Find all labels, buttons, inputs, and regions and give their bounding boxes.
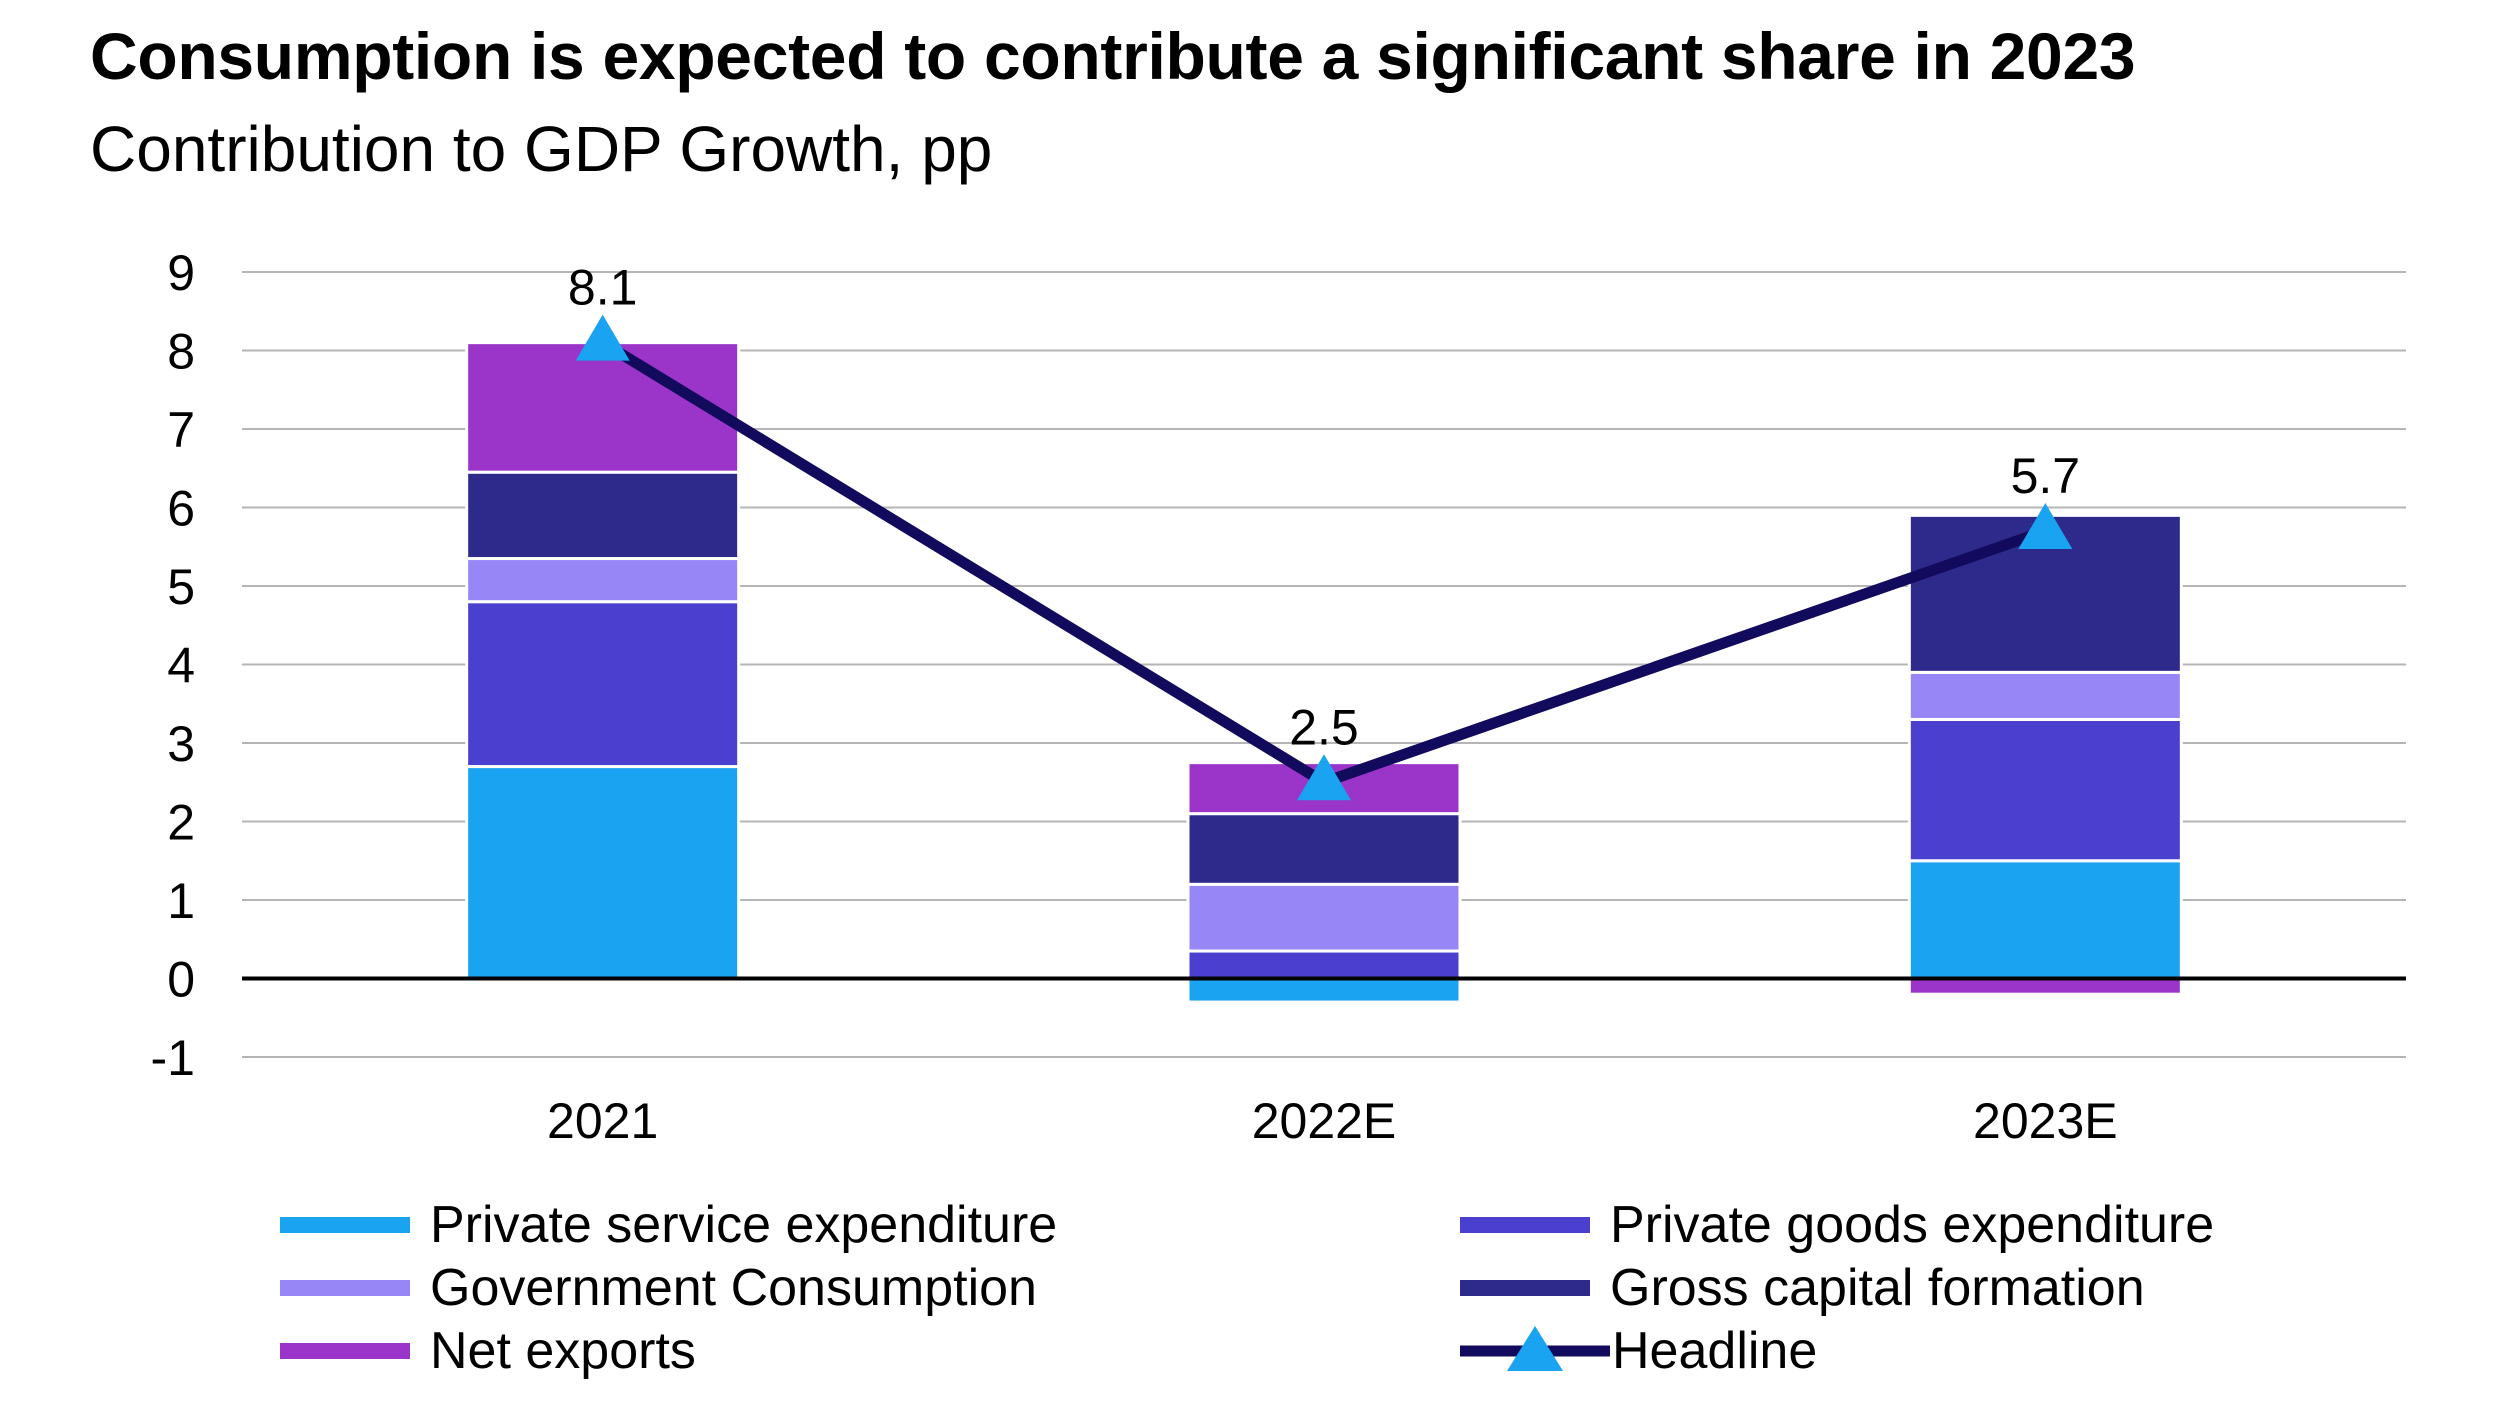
y-tick-label: 1 (167, 873, 195, 929)
legend-swatch-net-exports (280, 1343, 410, 1359)
y-tick-label: 4 (167, 638, 195, 694)
y-tick-label: 0 (167, 952, 195, 1008)
bar-segment (465, 600, 741, 769)
stacked-bar-chart: 9 8 7 6 5 4 3 2 1 0 -1 2021 2022E 2023E 8.1 2.5 5.7 (151, 245, 2406, 1149)
legend-label-net-exports: Net exports (430, 1322, 696, 1380)
bar-segment (1186, 882, 1462, 953)
x-tick-label: 2023E (1973, 1093, 2118, 1149)
bar-segment (1907, 670, 2183, 721)
legend-label-private-service: Private service expenditure (430, 1196, 1058, 1254)
bar-segment (1186, 949, 1462, 981)
legend-label-headline: Headline (1612, 1322, 1818, 1380)
y-tick-label: 5 (167, 559, 195, 615)
bar-segment (465, 470, 741, 561)
chart-title: Consumption is expected to contribute a … (90, 19, 2136, 93)
bar-segment (1907, 717, 2183, 863)
bar-segment (465, 557, 741, 604)
chart-subtitle: Contribution to GDP Growth, pp (90, 113, 993, 185)
y-tick-label: -1 (151, 1030, 195, 1086)
legend-label-government-consumption: Government Consumption (430, 1259, 1037, 1317)
y-tick-label: 2 (167, 795, 195, 851)
headline-marker (2018, 503, 2073, 550)
legend-item-net-exports: Net exports (280, 1321, 696, 1381)
bar-segment (465, 341, 741, 474)
data-label: 2.5 (1289, 699, 1359, 755)
legend-swatch-government-consumption (280, 1280, 410, 1296)
x-tick-label: 2022E (1252, 1093, 1397, 1149)
bar-segment (1907, 977, 2183, 996)
legend-item-private-service: Private service expenditure (280, 1195, 1057, 1255)
bar-segment (1907, 859, 2183, 980)
headline-marker (575, 314, 630, 361)
legend-item-headline: Headline (1460, 1321, 1817, 1381)
legend-swatch-private-goods (1460, 1217, 1590, 1233)
y-tick-label: 3 (167, 716, 195, 772)
y-tick-label: 8 (167, 324, 195, 380)
headline-marker (1297, 754, 1351, 801)
bar-segment (1186, 977, 1462, 1004)
bar-segment (1186, 812, 1462, 886)
legend-swatch-gross-capital-formation (1460, 1280, 1590, 1296)
legend-label-private-goods: Private goods expenditure (1610, 1196, 2215, 1254)
data-label: 8.1 (568, 260, 638, 316)
legend-swatch-headline (1460, 1326, 1610, 1371)
y-tick-label: 6 (167, 481, 195, 537)
y-tick-label: 7 (167, 402, 195, 458)
y-tick-label: 9 (167, 245, 195, 301)
legend-swatch-private-service (280, 1217, 410, 1233)
legend-item-gross-capital-formation: Gross capital formation (1460, 1258, 2145, 1318)
legend-item-private-goods: Private goods expenditure (1460, 1195, 2214, 1255)
x-tick-label: 2021 (547, 1093, 658, 1149)
legend-item-government-consumption: Government Consumption (280, 1258, 1037, 1318)
legend-label-gross-capital-formation: Gross capital formation (1610, 1259, 2145, 1317)
data-label: 5.7 (2011, 448, 2081, 504)
bar-segment (465, 765, 741, 980)
